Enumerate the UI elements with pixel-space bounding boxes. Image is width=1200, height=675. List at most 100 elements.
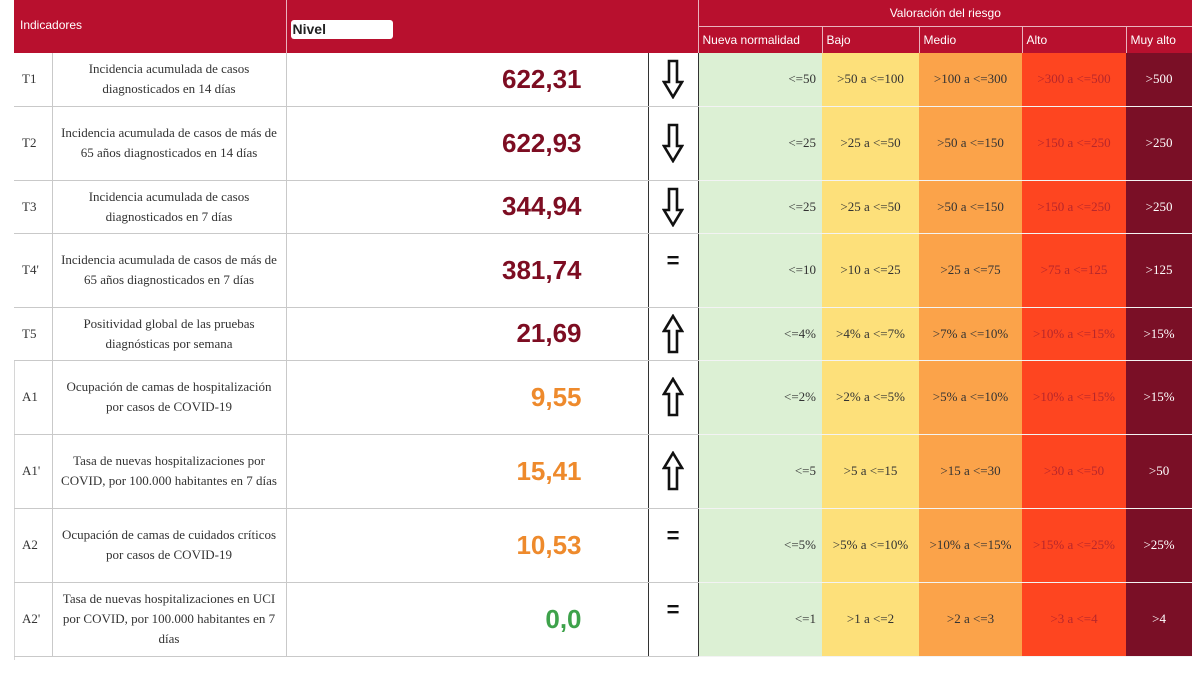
band-medio: >7% a <=10% xyxy=(919,307,1023,361)
indicator-label: Incidencia acumulada de casos de más de … xyxy=(51,233,287,308)
band-nueva-normalidad: <=5% xyxy=(698,508,823,583)
arrow-down-icon xyxy=(662,187,685,227)
indicator-value: 622,31 xyxy=(285,53,649,107)
arrow-down-icon xyxy=(662,123,685,163)
table-row: T2 Incidencia acumulada de casos de más d… xyxy=(14,106,1193,181)
band-muy-alto: >250 xyxy=(1126,180,1193,234)
band-alto: >10% a <=15% xyxy=(1022,307,1127,361)
band-bajo: >50 a <=100 xyxy=(822,53,920,107)
indicator-value: 344,94 xyxy=(285,180,649,234)
table-row: T3 Incidencia acumulada de casos diagnost… xyxy=(14,180,1193,234)
band-medio: >25 a <=75 xyxy=(919,233,1023,308)
band-bajo: >10 a <=25 xyxy=(822,233,920,308)
band-alto: >3 a <=4 xyxy=(1022,582,1127,657)
band-bajo: >2% a <=5% xyxy=(822,360,920,435)
header-band-alto: Alto xyxy=(1021,26,1127,53)
band-nueva-normalidad: <=25 xyxy=(698,180,823,234)
arrow-up-icon xyxy=(662,313,685,353)
band-alto: >10% a <=15% xyxy=(1022,360,1127,435)
indicator-label: Ocupación de camas de cuidados críticos … xyxy=(51,508,287,583)
indicator-code: T5 xyxy=(14,307,52,361)
band-alto: >15% a <=25% xyxy=(1022,508,1127,583)
band-medio: >50 a <=150 xyxy=(919,106,1023,181)
table-row: A2' Tasa de nuevas hospitalizaciones en U… xyxy=(14,582,1193,657)
table-row: T5 Positividad global de las pruebas diag… xyxy=(14,307,1193,361)
band-muy-alto: >50 xyxy=(1126,434,1193,509)
header-band-bajo: Bajo xyxy=(821,26,920,53)
trend-cell xyxy=(647,106,699,181)
table-row: A1 Ocupación de camas de hospitalización … xyxy=(14,360,1193,435)
band-bajo: >5% a <=10% xyxy=(822,508,920,583)
indicator-code: T4' xyxy=(14,233,52,308)
band-medio: >2 a <=3 xyxy=(919,582,1023,657)
trend-cell xyxy=(647,360,699,435)
indicator-value: 0,0 xyxy=(285,582,649,657)
trend-cell xyxy=(647,180,699,234)
header-band-nueva-normalidad: Nueva normalidad xyxy=(697,26,823,53)
trend-cell xyxy=(647,434,699,509)
band-alto: >75 a <=125 xyxy=(1022,233,1127,308)
indicator-value: 21,69 xyxy=(285,307,649,361)
header-valoracion-label: Valoración del riesgo xyxy=(889,5,1001,20)
band-alto: >30 a <=50 xyxy=(1022,434,1127,509)
indicator-value: 10,53 xyxy=(285,508,649,583)
equal-icon: = xyxy=(666,247,680,273)
indicator-label: Tasa de nuevas hospitalizaciones en UCI … xyxy=(51,582,287,657)
equal-icon: = xyxy=(666,522,680,548)
band-muy-alto: >15% xyxy=(1126,307,1193,361)
band-medio: >50 a <=150 xyxy=(919,180,1023,234)
table-row: A2 Ocupación de camas de cuidados crítico… xyxy=(14,508,1193,583)
band-bajo: >25 a <=50 xyxy=(822,180,920,234)
equal-icon: = xyxy=(666,596,680,622)
trend-cell: = xyxy=(647,233,699,308)
band-nueva-normalidad: <=10 xyxy=(698,233,823,308)
indicator-code: A2 xyxy=(14,508,52,583)
indicator-value: 622,93 xyxy=(285,106,649,181)
arrow-up-icon xyxy=(662,377,685,417)
band-nueva-normalidad: <=5 xyxy=(698,434,823,509)
indicator-code: A1 xyxy=(14,360,52,435)
header-indicadores-label: Indicadores xyxy=(20,18,83,32)
band-nueva-normalidad: <=1 xyxy=(698,582,823,657)
band-bajo: >5 a <=15 xyxy=(822,434,920,509)
indicator-label: Ocupación de camas de hospitalización po… xyxy=(51,360,287,435)
header-band-muy-alto: Muy alto xyxy=(1125,26,1193,53)
band-alto: >300 a <=500 xyxy=(1022,53,1127,107)
indicator-code: T2 xyxy=(14,106,52,181)
arrow-up-icon xyxy=(662,451,685,491)
band-nueva-normalidad: <=25 xyxy=(698,106,823,181)
risk-table: Indicadores Nivel Valoración del riesgo … xyxy=(14,0,1193,657)
band-muy-alto: >4 xyxy=(1126,582,1193,657)
trend-cell: = xyxy=(647,582,699,657)
table-row: T4' Incidencia acumulada de casos de más … xyxy=(14,233,1193,308)
header-nivel: Nivel xyxy=(286,0,699,53)
indicator-label: Incidencia acumulada de casos de más de … xyxy=(51,106,287,181)
table-row: A1' Tasa de nuevas hospitalizaciones por … xyxy=(14,434,1193,509)
trend-cell xyxy=(647,307,699,361)
band-medio: >100 a <=300 xyxy=(919,53,1023,107)
indicator-code: A2' xyxy=(14,582,52,657)
header-band-medio: Medio xyxy=(918,26,1023,53)
band-nueva-normalidad: <=2% xyxy=(698,360,823,435)
indicator-code: T1 xyxy=(14,53,52,107)
band-alto: >150 a <=250 xyxy=(1022,106,1127,181)
band-muy-alto: >250 xyxy=(1126,106,1193,181)
band-bajo: >1 a <=2 xyxy=(822,582,920,657)
band-nueva-normalidad: <=4% xyxy=(698,307,823,361)
trend-cell xyxy=(647,53,699,107)
indicator-value: 15,41 xyxy=(285,434,649,509)
band-muy-alto: >15% xyxy=(1126,360,1193,435)
header-valoracion: Valoración del riesgo xyxy=(697,0,1193,27)
band-bajo: >25 a <=50 xyxy=(822,106,920,181)
arrow-down-icon xyxy=(662,59,685,100)
band-medio: >15 a <=30 xyxy=(919,434,1023,509)
indicator-label: Incidencia acumulada de casos diagnostic… xyxy=(51,180,287,234)
band-bajo: >4% a <=7% xyxy=(822,307,920,361)
table-row: T1 Incidencia acumulada de casos diagnost… xyxy=(14,53,1193,107)
band-muy-alto: >500 xyxy=(1126,53,1193,107)
indicator-label: Positividad global de las pruebas diagnó… xyxy=(51,307,287,361)
indicator-label: Incidencia acumulada de casos diagnostic… xyxy=(51,53,287,107)
indicator-value: 381,74 xyxy=(285,233,649,308)
indicator-code: A1' xyxy=(14,434,52,509)
band-muy-alto: >125 xyxy=(1126,233,1193,308)
